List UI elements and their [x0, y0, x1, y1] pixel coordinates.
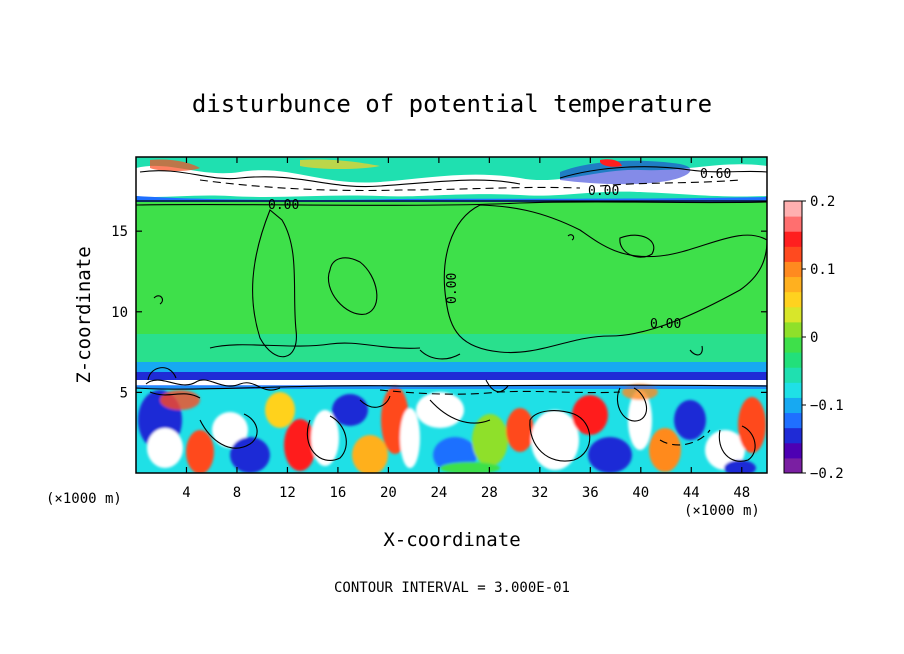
- colorbar-swatch: [784, 337, 802, 353]
- x-tick-label: 40: [632, 485, 649, 501]
- colorbar-swatch: [784, 397, 802, 414]
- x-tick-label: 48: [733, 485, 750, 501]
- y-tick-label: 10: [111, 305, 128, 321]
- upper-band: [136, 157, 767, 202]
- y-axis-title: Z-coordinate: [73, 246, 95, 383]
- colorbar-swatch: [784, 442, 802, 459]
- x-tick-label: 24: [430, 485, 447, 501]
- x-axis: 4 8 12 16 20 24 28 32 36 40 44 48: [182, 157, 750, 501]
- colorbar-swatch: [784, 201, 802, 217]
- y-axis: 5 10 15: [111, 224, 767, 401]
- x-tick-label: 44: [683, 485, 700, 501]
- colorbar-swatch: [784, 261, 802, 278]
- y-tick-label: 5: [120, 385, 128, 401]
- colorbar-tick-label: −0.2: [810, 466, 844, 482]
- x-tick-label: 20: [380, 485, 397, 501]
- y-tick-label: 15: [111, 224, 128, 240]
- colorbar-swatch: [784, 231, 802, 247]
- colorbar-swatch: [784, 291, 802, 308]
- x-unit-left: (×1000 m): [46, 491, 122, 507]
- colorbar-tick-label: 0.1: [810, 262, 835, 278]
- x-tick-label: 28: [481, 485, 498, 501]
- contour-label: 0.00: [650, 317, 681, 332]
- colorbar-swatch: [784, 457, 802, 474]
- colorbar-swatch: [784, 352, 802, 368]
- colorbar-swatch: [784, 276, 802, 293]
- x-tick-label: 36: [582, 485, 599, 501]
- contour-label: 0.00: [268, 198, 299, 213]
- colorbar-swatch: [784, 382, 802, 398]
- contour-label: 0.60: [700, 167, 731, 182]
- colorbar: 0.2 0.1 0 −0.1 −0.2: [783, 194, 844, 482]
- colorbar-swatch: [784, 216, 802, 232]
- contour-lines: [136, 166, 767, 462]
- colorbar-tick-label: 0.2: [810, 194, 835, 210]
- lower-turbulence: [136, 384, 767, 473]
- x-axis-title: X-coordinate: [383, 529, 520, 551]
- colorbar-swatch: [784, 306, 802, 323]
- x-tick-label: 32: [531, 485, 548, 501]
- colorbar-tick-label: −0.1: [810, 398, 844, 414]
- contour-label: 0.00: [588, 184, 619, 199]
- plot-area: 0.60 0.00 0.00 0.00 0.00: [136, 157, 767, 473]
- x-tick-label: 4: [182, 485, 190, 501]
- x-unit-right: (×1000 m): [684, 503, 760, 519]
- colorbar-swatch: [784, 367, 802, 383]
- contour-interval-note: CONTOUR INTERVAL = 3.000E-01: [334, 580, 570, 596]
- x-tick-label: 16: [329, 485, 346, 501]
- contour-label: 0.00: [445, 273, 460, 304]
- x-tick-label: 12: [279, 485, 296, 501]
- plot-frame: [135, 156, 768, 474]
- colorbar-swatch: [784, 412, 802, 429]
- colorbar-swatch: [784, 246, 802, 262]
- colorbar-swatch: [784, 321, 802, 338]
- x-tick-label: 8: [233, 485, 241, 501]
- chart-title: disturbunce of potential temperature: [192, 90, 712, 118]
- colorbar-swatch: [784, 427, 802, 444]
- colorbar-tick-label: 0: [810, 330, 818, 346]
- contour-labels: 0.60 0.00 0.00 0.00 0.00: [268, 167, 731, 332]
